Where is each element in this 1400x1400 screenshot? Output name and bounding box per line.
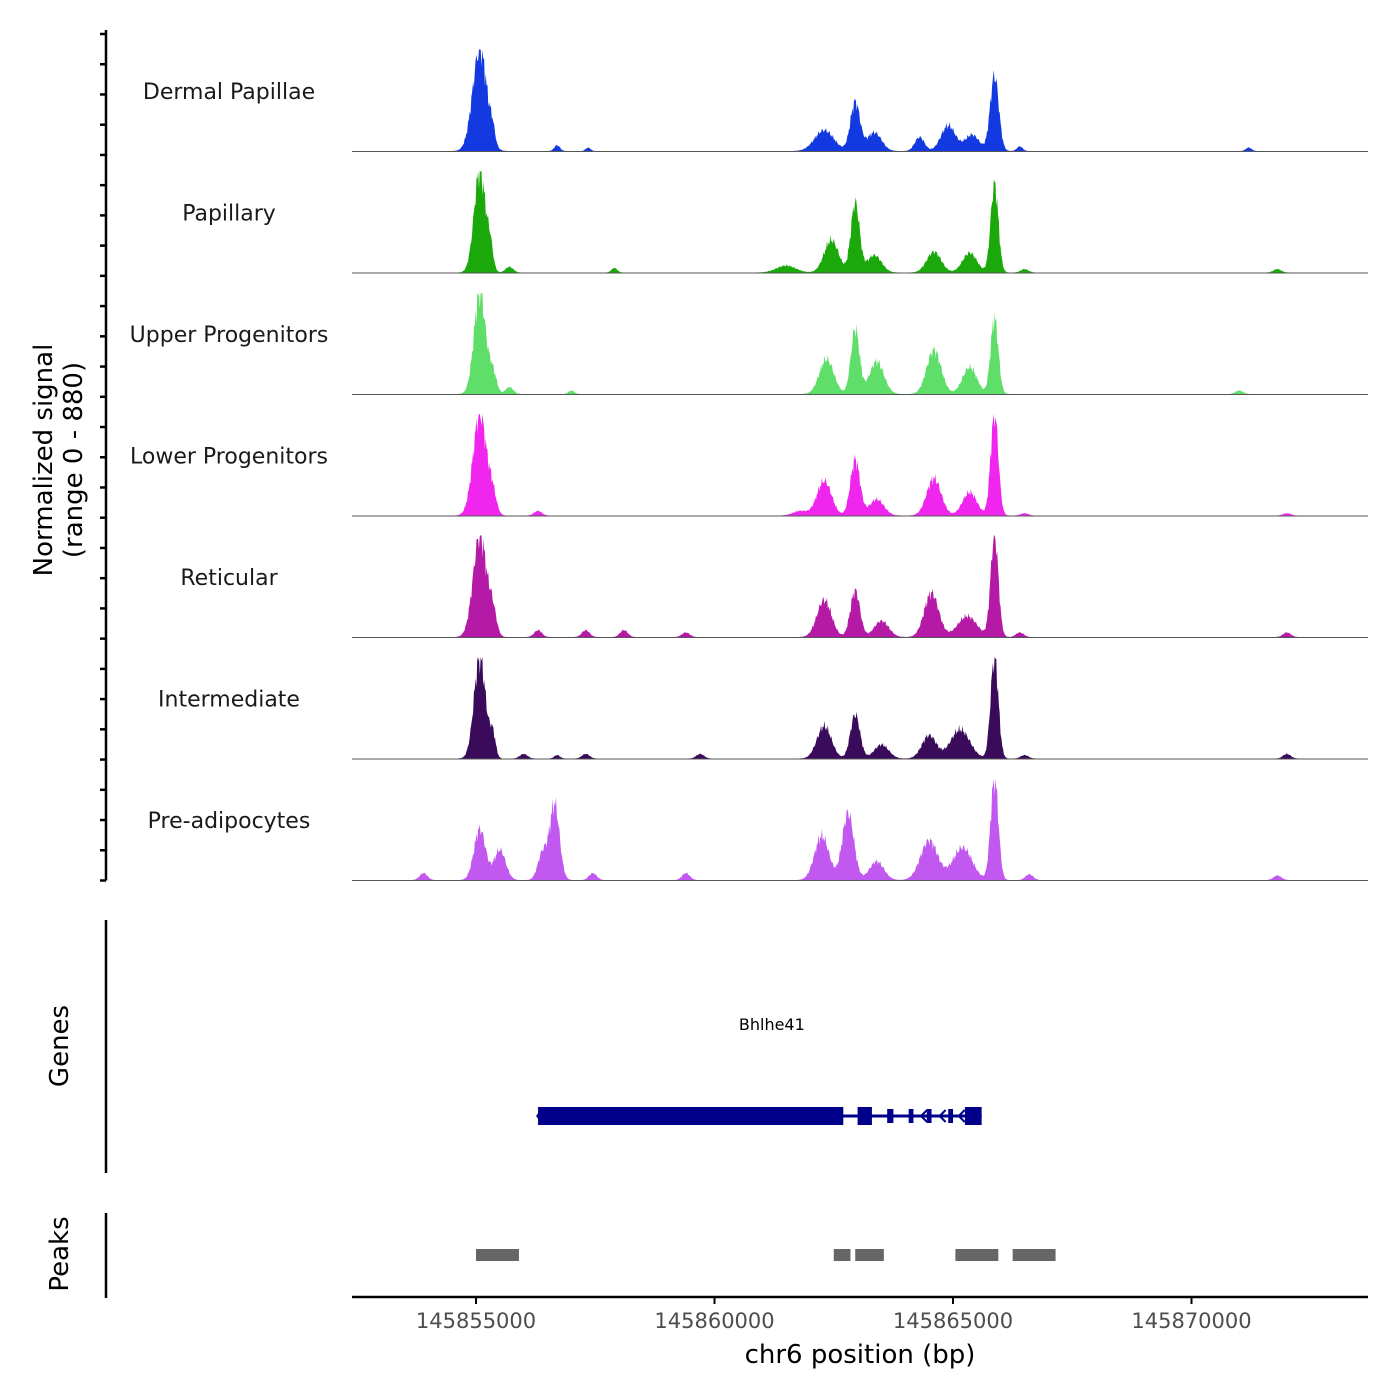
- peak-region: [1012, 1249, 1056, 1261]
- track-label: Intermediate: [158, 688, 300, 713]
- peaks-panel: 145855000 145860000 145865000 145870000: [104, 1213, 1368, 1333]
- strand-arrow: [957, 1109, 966, 1123]
- signal-area: [352, 778, 1368, 881]
- gene-exon: [908, 1109, 914, 1123]
- y-axis-title: Normalized signal (range 0 - 880): [29, 344, 89, 577]
- x-tick-label: 145870000: [1131, 1309, 1251, 1333]
- peak-region: [833, 1249, 851, 1261]
- gene-exon: [538, 1107, 844, 1125]
- genes-panel: Bhlhe41: [104, 920, 982, 1173]
- signal-area: [352, 49, 1368, 152]
- track-label: Dermal Papillae: [143, 80, 315, 105]
- track-label: Lower Progenitors: [130, 445, 328, 470]
- peak-region: [955, 1249, 999, 1261]
- x-axis-title: chr6 position (bp): [745, 1340, 976, 1370]
- x-tick-label: 145860000: [654, 1309, 774, 1333]
- track-label: Papillary: [182, 202, 276, 227]
- track-label: Pre-adipocytes: [148, 809, 311, 834]
- x-tick-label: 145865000: [893, 1309, 1013, 1333]
- track-dermal-papillae: Dermal Papillae: [143, 49, 1368, 152]
- gene-exon: [964, 1107, 982, 1125]
- signal-area: [352, 171, 1368, 273]
- y-axis-title-line1: Normalized signal: [29, 344, 59, 577]
- peaks-axis-title: Peaks: [45, 1216, 75, 1291]
- track-label: Upper Progenitors: [130, 323, 329, 348]
- signal-area: [352, 414, 1368, 516]
- gene-exon: [857, 1107, 872, 1125]
- gene-end-cap: [536, 1108, 543, 1124]
- gene-exon: [948, 1109, 954, 1123]
- peak-region: [855, 1249, 884, 1261]
- x-tick-label: 145855000: [416, 1309, 536, 1333]
- y-axis-title-line2: (range 0 - 880): [59, 362, 89, 558]
- strand-arrow: [938, 1109, 947, 1123]
- track-papillary: Papillary: [182, 171, 1368, 274]
- gene-label: Bhlhe41: [739, 1015, 805, 1034]
- track-reticular: Reticular: [180, 535, 1368, 638]
- genes-axis-title: Genes: [45, 1005, 75, 1087]
- gene-exon: [887, 1109, 894, 1123]
- signal-area: [352, 292, 1368, 395]
- track-intermediate: Intermediate: [158, 657, 1368, 760]
- track-upper-progenitors: Upper Progenitors: [130, 292, 1368, 395]
- track-pre-adipocytes: Pre-adipocytes: [148, 778, 1368, 881]
- signal-tracks: Dermal Papillae Papillary Upper Progenitor…: [100, 30, 1368, 882]
- gene-exon: [926, 1109, 932, 1123]
- gene-bhlhe41: Bhlhe41: [536, 1015, 982, 1125]
- signal-area: [352, 535, 1368, 638]
- track-lower-progenitors: Lower Progenitors: [130, 414, 1368, 517]
- signal-area: [352, 657, 1368, 759]
- track-label: Reticular: [180, 566, 278, 591]
- strand-arrow: [919, 1109, 928, 1123]
- peak-region: [476, 1249, 519, 1261]
